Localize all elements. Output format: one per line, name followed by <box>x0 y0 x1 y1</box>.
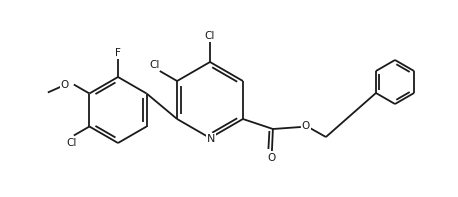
Text: Cl: Cl <box>150 60 160 70</box>
Text: Cl: Cl <box>67 138 77 148</box>
Text: O: O <box>268 153 276 163</box>
Text: N: N <box>207 134 215 144</box>
Text: O: O <box>302 121 310 131</box>
Text: F: F <box>115 48 121 58</box>
Text: O: O <box>60 80 69 89</box>
Text: Cl: Cl <box>205 31 215 41</box>
